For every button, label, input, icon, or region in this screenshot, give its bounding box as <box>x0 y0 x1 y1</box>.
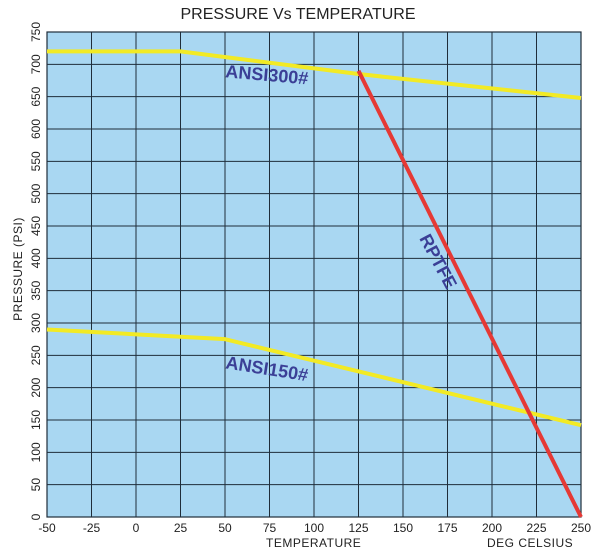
x-axis-label: TEMPERATURE <box>266 536 362 550</box>
y-tick-label: 300 <box>29 313 43 333</box>
y-tick-label: 500 <box>29 183 43 203</box>
y-tick-label: 350 <box>29 280 43 300</box>
y-tick-label: 450 <box>29 216 43 236</box>
x-tick-label: 0 <box>133 521 140 535</box>
x-tick-label: 75 <box>263 521 277 535</box>
y-tick-label: 750 <box>29 22 43 42</box>
x-tick-label: -25 <box>83 521 101 535</box>
y-tick-label: 100 <box>29 442 43 462</box>
series-line-ansi300 <box>47 49 582 100</box>
y-tick-label: 600 <box>29 119 43 139</box>
x-tick-label: 250 <box>571 521 591 535</box>
y-tick-label: 700 <box>29 54 43 74</box>
x-axis-unit-label: DEG CELSIUS <box>487 536 574 550</box>
y-tick-label: 0 <box>29 513 43 520</box>
x-tick-label: 25 <box>174 521 188 535</box>
y-tick-label: 400 <box>29 248 43 268</box>
x-tick-label: 175 <box>437 521 457 535</box>
series-line-ansi150 <box>46 327 582 428</box>
y-tick-label: 550 <box>29 151 43 171</box>
x-tick-label: 50 <box>218 521 232 535</box>
x-tick-label: 225 <box>526 521 546 535</box>
x-tick-label: 200 <box>482 521 502 535</box>
x-tick-label: 125 <box>348 521 368 535</box>
plot-border <box>46 31 582 518</box>
x-tick-label: -50 <box>38 521 56 535</box>
y-tick-label: 650 <box>29 86 43 106</box>
chart-title: PRESSURE Vs TEMPERATURE <box>180 6 416 23</box>
y-axis-label: PRESSURE (PSI) <box>11 217 25 321</box>
y-tick-label: 150 <box>29 410 43 430</box>
series-line-rptfe <box>356 69 583 518</box>
y-tick-label: 250 <box>29 345 43 365</box>
y-tick-label: 200 <box>29 377 43 397</box>
x-tick-label: 150 <box>393 521 413 535</box>
x-tick-label: 100 <box>304 521 324 535</box>
y-tick-label: 50 <box>29 478 43 492</box>
